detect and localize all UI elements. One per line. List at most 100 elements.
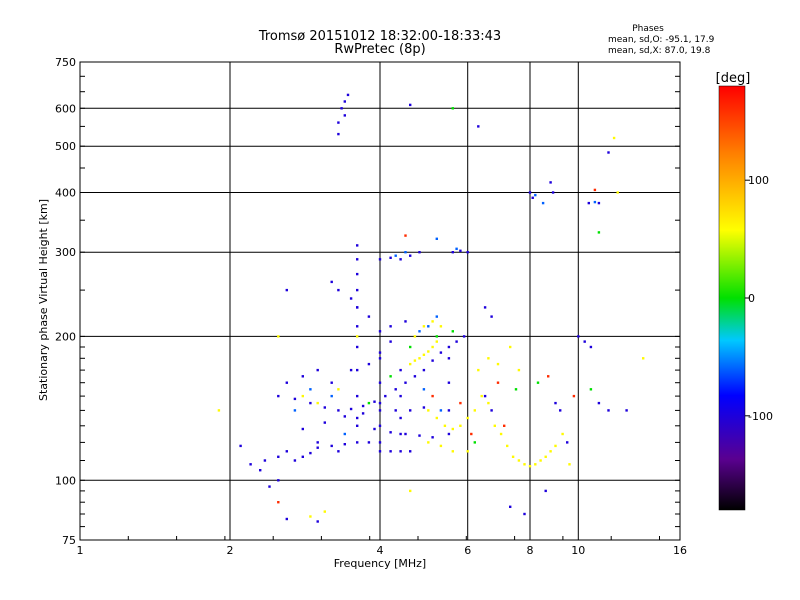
data-point xyxy=(239,444,242,448)
data-point xyxy=(451,107,454,110)
data-point xyxy=(384,394,387,398)
data-point xyxy=(493,424,496,427)
data-point xyxy=(277,335,280,338)
data-point xyxy=(316,401,319,405)
data-point xyxy=(612,136,616,140)
data-point xyxy=(451,251,454,254)
data-point xyxy=(367,401,371,405)
data-point xyxy=(561,432,564,436)
data-point xyxy=(447,409,451,412)
data-point xyxy=(337,450,340,453)
data-point xyxy=(323,510,326,513)
data-point xyxy=(534,193,537,197)
data-point xyxy=(459,401,462,405)
data-point xyxy=(455,340,458,343)
stats-line-x: mean, sd,X: 87.0, 19.8 xyxy=(608,46,711,56)
data-point xyxy=(439,409,443,412)
data-point xyxy=(447,381,451,384)
data-point xyxy=(544,489,547,493)
data-point xyxy=(459,249,462,252)
data-point xyxy=(447,357,451,360)
x-axis-label: Frequency [MHz] xyxy=(334,557,426,570)
x-tick-label: 6 xyxy=(464,544,471,557)
data-point xyxy=(451,450,454,453)
data-point xyxy=(496,362,500,366)
data-point xyxy=(356,345,359,349)
data-point xyxy=(389,450,392,453)
x-tick-label: 8 xyxy=(527,544,534,557)
data-point xyxy=(378,424,382,427)
data-point xyxy=(356,258,359,261)
data-point xyxy=(597,201,601,205)
data-points xyxy=(217,93,645,523)
data-point xyxy=(480,394,483,398)
data-point xyxy=(293,459,297,462)
data-point xyxy=(301,427,304,431)
y-tick-label: 500 xyxy=(55,140,76,153)
data-point xyxy=(285,517,288,521)
data-point xyxy=(389,340,392,343)
data-point xyxy=(309,401,312,405)
x-tick-label: 16 xyxy=(673,544,687,557)
data-point xyxy=(487,357,490,360)
data-point xyxy=(451,427,454,431)
data-point xyxy=(451,330,454,333)
grid-lines xyxy=(79,61,681,541)
data-point xyxy=(301,394,304,398)
data-point xyxy=(285,450,288,453)
data-point xyxy=(394,388,397,391)
data-point xyxy=(435,315,438,318)
data-point xyxy=(337,388,340,391)
x-axis: 1 2 4 6 8 10 16 xyxy=(77,536,687,557)
data-point xyxy=(427,441,430,444)
data-point xyxy=(349,297,353,300)
data-point xyxy=(409,450,412,453)
data-point xyxy=(373,400,376,403)
data-point xyxy=(431,320,434,323)
data-point xyxy=(268,485,271,488)
data-point xyxy=(309,388,312,391)
data-point xyxy=(409,409,412,412)
data-point xyxy=(378,401,382,405)
data-point xyxy=(496,381,500,384)
data-point xyxy=(277,479,280,482)
data-point xyxy=(431,359,434,362)
data-point xyxy=(499,432,503,436)
data-point xyxy=(466,450,469,453)
data-point xyxy=(309,515,312,518)
data-point xyxy=(427,409,430,412)
data-point xyxy=(301,455,304,458)
data-point xyxy=(551,191,555,194)
data-point xyxy=(466,251,469,254)
data-point xyxy=(514,388,518,391)
data-point xyxy=(356,272,359,276)
data-point xyxy=(343,114,346,117)
data-point xyxy=(249,463,252,466)
chart-subtitle: RwPretec (8p) xyxy=(334,42,425,57)
data-point xyxy=(517,459,521,462)
y-axis: 75 100 200 300 400 500 600 750 xyxy=(55,56,680,547)
data-point xyxy=(490,315,493,318)
data-point xyxy=(323,406,326,409)
data-point xyxy=(587,201,590,205)
data-point xyxy=(477,368,480,372)
data-point xyxy=(337,121,340,124)
x-tick-label: 2 xyxy=(227,544,234,557)
data-point xyxy=(378,450,382,453)
data-point xyxy=(378,381,382,384)
data-point xyxy=(431,436,434,439)
data-point xyxy=(263,459,267,462)
data-point xyxy=(217,409,221,412)
data-point xyxy=(483,394,487,398)
data-point xyxy=(367,362,371,366)
data-point xyxy=(330,280,333,284)
data-point xyxy=(418,251,421,254)
data-point xyxy=(427,350,430,353)
data-point xyxy=(404,234,407,237)
data-point xyxy=(593,200,597,204)
data-point xyxy=(539,459,542,462)
data-point xyxy=(422,353,426,356)
data-point xyxy=(340,107,343,110)
data-point xyxy=(356,325,359,328)
